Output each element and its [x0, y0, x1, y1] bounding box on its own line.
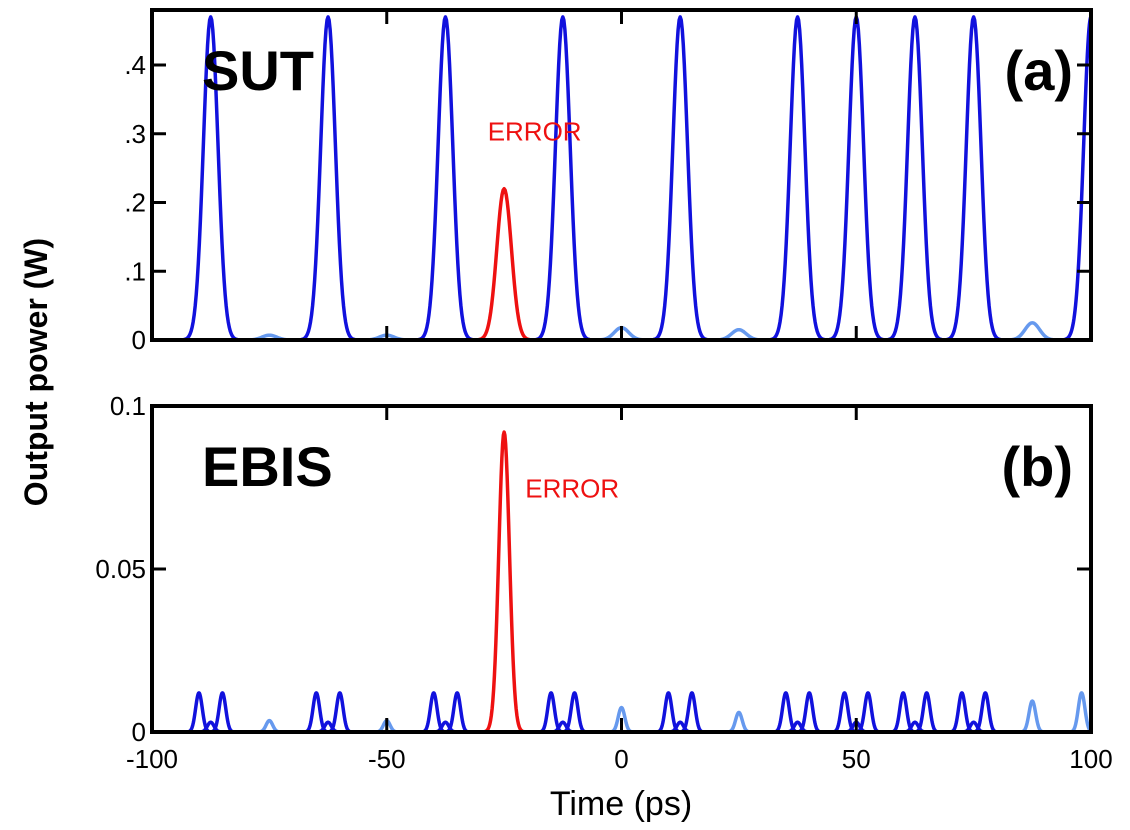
pulse-b-s1-p3 — [716, 710, 762, 734]
panel-a-ticks: 0 .1 .2 .3 .4 — [124, 10, 1093, 355]
pulse-a-s0-p2 — [397, 15, 494, 342]
y-tick-label-a-4: .4 — [124, 50, 146, 80]
x-tick-label-3: 50 — [842, 744, 871, 774]
y-tick-label-a-3: .3 — [124, 119, 146, 149]
x-tick-label-1: -50 — [368, 744, 406, 774]
panel-b-ebis: 0 0.05 0.1 -100 -50 0 50 100 EBIS (b) ERROR — [95, 391, 1112, 774]
panel-b-label-b: (b) — [1001, 435, 1073, 498]
panel-a-label-sut: SUT — [202, 39, 314, 102]
y-axis-title: Output power (W) — [18, 238, 54, 506]
panel-b-label-ebis: EBIS — [202, 435, 333, 498]
x-axis-title: Time (ps) — [550, 785, 692, 823]
panel-b-error-annotation: ERROR — [525, 473, 619, 503]
panel-a-error-annotation: ERROR — [488, 117, 582, 147]
panel-a-label-a: (a) — [1005, 39, 1073, 102]
pulse-b-s1-p4 — [1009, 699, 1056, 734]
y-tick-label-b-0: 0 — [132, 717, 146, 747]
panel-b-ticks: 0 0.05 0.1 -100 -50 0 50 100 — [95, 391, 1112, 774]
x-tick-label-0: -100 — [126, 744, 178, 774]
pulse-b-s1-p5 — [1058, 691, 1093, 734]
pulse-a-s0-p7 — [866, 15, 964, 342]
y-tick-label-b-2: 0.1 — [110, 391, 146, 421]
y-tick-label-a-1: .1 — [124, 256, 146, 286]
pulse-a-s0-p5 — [749, 15, 846, 342]
y-tick-label-b-1: 0.05 — [95, 554, 146, 584]
x-tick-label-4: 100 — [1069, 744, 1112, 774]
pulse-a-s0-p4 — [631, 15, 729, 342]
pulse-a-s0-p6 — [808, 15, 905, 342]
pulse-a-s2-p0 — [455, 187, 553, 342]
y-tick-label-a-2: .2 — [124, 188, 146, 218]
pulse-a-s0-p3 — [514, 15, 612, 342]
x-tick-label-2: 0 — [614, 744, 628, 774]
pulse-a-s1-p4 — [984, 321, 1081, 342]
panel-a-sut: 0 .1 .2 .3 .4 SUT (a) ERROR — [124, 8, 1093, 355]
y-tick-label-a-0: 0 — [132, 325, 146, 355]
